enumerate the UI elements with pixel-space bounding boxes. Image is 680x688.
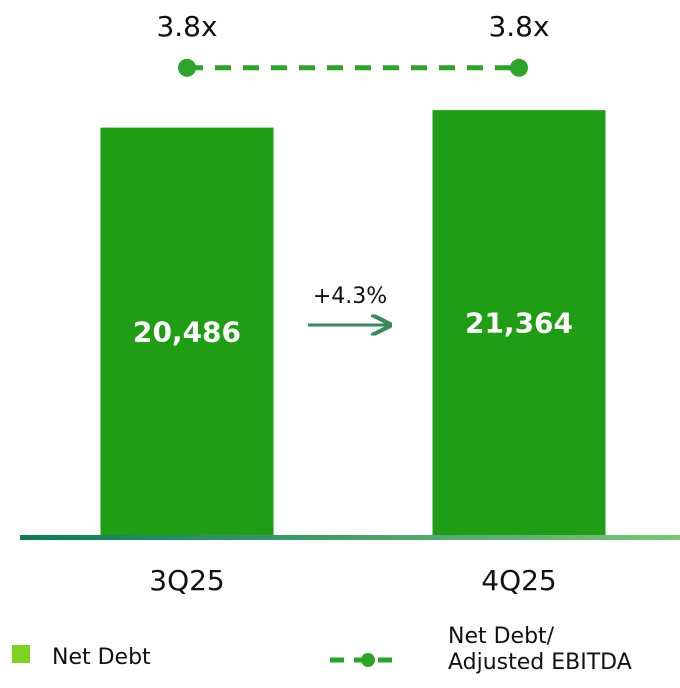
x-tick-label: 4Q25: [481, 564, 556, 597]
bar-value-label: 20,486: [133, 315, 241, 348]
line-value-label: 3.8x: [488, 10, 549, 43]
annotation: +4.3%: [313, 284, 387, 309]
x-axis-line: [20, 535, 680, 540]
legend-swatch: [361, 653, 375, 667]
x-tick-label: 3Q25: [149, 564, 224, 597]
bar: [100, 127, 274, 535]
bar: [432, 110, 606, 535]
bar-value-label: 21,364: [465, 307, 573, 340]
legend-label: Net Debt/ Adjusted EBITDA: [448, 624, 632, 675]
legend-label: Net Debt: [52, 645, 151, 670]
line-point: [178, 58, 196, 77]
line-point: [510, 58, 528, 77]
line-value-label: 3.8x: [156, 10, 217, 43]
legend-swatch: [12, 645, 30, 663]
